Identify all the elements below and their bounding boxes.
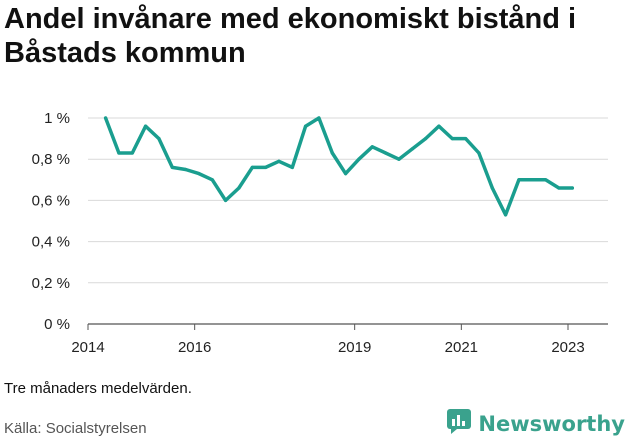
data-point <box>517 178 521 182</box>
data-point <box>104 116 108 120</box>
data-point <box>344 172 348 176</box>
chart-title: Andel invånare med ekonomiskt bistånd i … <box>4 3 577 69</box>
y-axis-labels: 0 % 0,2 % 0,4 % 0,6 % 0,8 % 1 % <box>32 110 70 333</box>
data-point <box>530 178 534 182</box>
data-point <box>357 157 361 161</box>
data-point <box>170 165 174 169</box>
data-point <box>370 145 374 149</box>
data-point <box>557 186 561 190</box>
x-tick-label: 2021 <box>445 339 478 356</box>
x-axis: 2014 2016 2019 2021 2023 <box>71 324 585 356</box>
data-point <box>544 178 548 182</box>
y-tick-label: 0,8 % <box>32 151 70 168</box>
data-point <box>237 186 241 190</box>
data-point <box>304 124 308 128</box>
y-tick-label: 0,6 % <box>32 192 70 209</box>
data-point <box>184 167 188 172</box>
x-tick-label: 2019 <box>338 339 371 356</box>
grid-lines <box>88 117 608 325</box>
data-point <box>450 137 454 141</box>
data-point <box>197 172 201 176</box>
data-point <box>410 147 414 151</box>
data-point <box>317 116 321 120</box>
data-point <box>424 137 428 141</box>
line-chart: 0 %0,2 %0,4 %0,6 %0,8 %1 % 2014 2016 2019 2… <box>32 110 608 356</box>
series-line <box>103 116 575 217</box>
data-point <box>477 151 481 155</box>
data-point <box>250 165 254 169</box>
data-point <box>397 157 401 161</box>
series-layer <box>103 116 575 217</box>
data-point <box>210 178 214 182</box>
source-text: Källa: Socialstyrelsen <box>4 420 147 437</box>
data-point <box>277 159 281 163</box>
x-tick-label: 2023 <box>551 339 584 356</box>
newsworthy-logo-icon <box>446 408 472 439</box>
data-point <box>330 151 334 155</box>
data-point <box>144 124 148 128</box>
data-point <box>157 137 161 141</box>
data-point <box>384 151 388 155</box>
data-point <box>264 165 268 169</box>
data-point <box>504 213 508 217</box>
data-point <box>570 186 574 190</box>
chart-note: Tre månaders medelvärden. <box>4 380 192 397</box>
data-point <box>464 137 468 141</box>
data-point <box>437 124 441 128</box>
brand-name: Newsworthy <box>478 411 625 436</box>
y-tick-label: 0,2 % <box>32 275 70 292</box>
data-point <box>117 151 121 155</box>
data-point <box>290 165 294 169</box>
data-point <box>224 198 228 202</box>
brand-logo[interactable]: Newsworthy <box>446 408 625 439</box>
x-tick-label: 2014 <box>71 339 104 356</box>
y-tick-label: 0,4 % <box>32 234 70 251</box>
y-tick-label: 1 % <box>44 110 70 127</box>
y-tick-label: 0 % <box>44 316 70 333</box>
data-point <box>490 186 494 190</box>
x-tick-label: 2016 <box>178 339 211 356</box>
data-point <box>130 151 134 155</box>
